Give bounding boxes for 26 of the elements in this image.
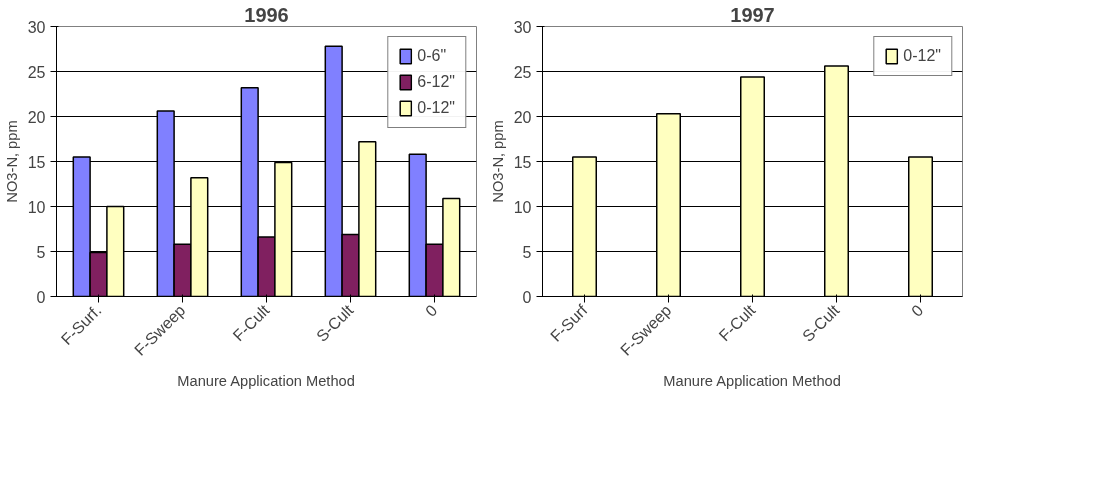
- y-axis-title: NO3-N, ppm: [489, 120, 506, 203]
- y-tick-label: 20: [513, 108, 532, 126]
- x-axis-title: Manure Application Method: [177, 372, 355, 389]
- legend-label: 0-12": [417, 99, 455, 117]
- y-tick-label: 0: [522, 288, 532, 306]
- y-tick-label: 25: [27, 63, 46, 81]
- y-tick-label: 0: [36, 288, 46, 306]
- y-tick-label: 10: [513, 198, 532, 216]
- y-tick-label: 5: [36, 243, 46, 261]
- y-tick-label: 10: [27, 198, 46, 216]
- x-axis-title: Manure Application Method: [663, 372, 841, 389]
- y-tick-label: 30: [27, 18, 46, 36]
- y-tick-label: 5: [522, 243, 532, 261]
- chart-title: 1997: [730, 3, 775, 26]
- x-tick-label: 0: [422, 301, 441, 320]
- y-tick-label: 15: [27, 153, 46, 171]
- x-tick-label: 0: [908, 301, 927, 320]
- legend-label: 0-6": [417, 47, 447, 65]
- y-axis-title: NO3-N, ppm: [3, 120, 20, 203]
- y-tick-label: 25: [513, 63, 532, 81]
- y-tick-label: 20: [27, 108, 46, 126]
- chart-title: 1996: [244, 3, 289, 26]
- y-tick-label: 30: [513, 18, 532, 36]
- legend-label: 6-12": [417, 73, 455, 91]
- y-tick-label: 15: [513, 153, 532, 171]
- legend-label: 0-12": [903, 47, 941, 65]
